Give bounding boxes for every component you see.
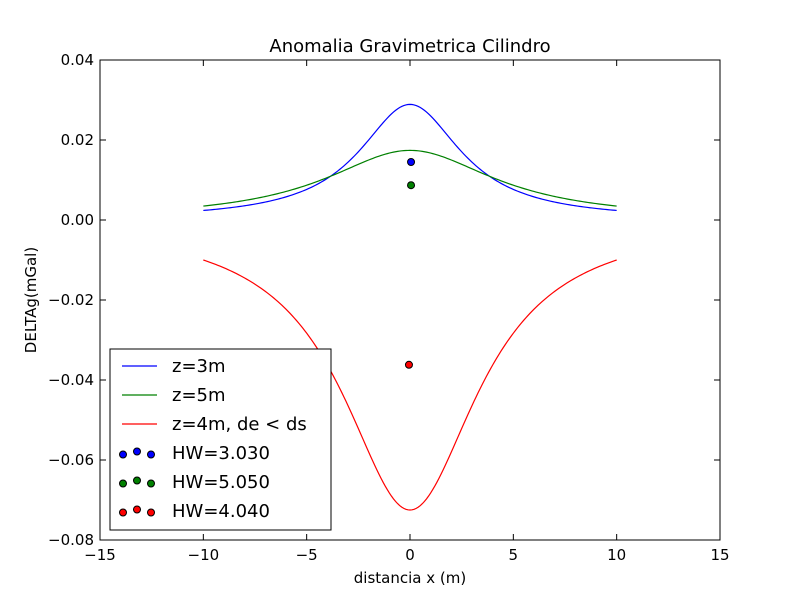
- plot-layer: [203, 103, 617, 511]
- legend-marker-3-3: [147, 508, 155, 517]
- ticks-layer: −15 −10 −5 0 5 10 15 −0.08 −0.06 −0.04 −0.02 0.00 0.…: [48, 51, 730, 564]
- y-tick-label-3: −0.02: [48, 291, 94, 309]
- x-tick-label-5: 10: [607, 546, 626, 564]
- y-tick-label-0: −0.08: [48, 531, 94, 549]
- legend-marker-3-2: [133, 505, 141, 514]
- y-tick-label-1: −0.06: [48, 451, 94, 469]
- legend-marker-2-3: [147, 479, 155, 488]
- x-tick-label-3: 0: [405, 546, 415, 564]
- legend-marker-1-2: [133, 447, 141, 456]
- legend-marker-3-1: [119, 508, 127, 517]
- y-tick-label-4: 0.00: [61, 211, 94, 229]
- scatter-point-1: [407, 158, 416, 166]
- legend-marker-1-3: [147, 450, 155, 459]
- x-tick-label-1: −10: [188, 546, 220, 564]
- legend-marker-1-1: [119, 450, 127, 459]
- scatter-point-3: [404, 360, 413, 369]
- series-line-1: [203, 103, 617, 212]
- legend-label-4: HW=3.030: [172, 443, 270, 464]
- legend-label-6: HW=4.040: [172, 501, 270, 522]
- x-tick-label-6: 15: [710, 546, 729, 564]
- legend-label-3: z=4m, de < ds: [172, 414, 307, 435]
- x-axis-label: distancia x (m): [354, 569, 466, 587]
- y-axis-label: DELTAg(mGal): [22, 247, 40, 353]
- series-line-2: [203, 149, 617, 207]
- legend: z=3m z=5m z=4m, de < ds HW=3.030 HW=5.050 HW=…: [109, 348, 332, 531]
- x-tick-label-0: −15: [84, 546, 116, 564]
- x-tick-label-4: 5: [509, 546, 519, 564]
- y-tick-label-6: 0.04: [61, 51, 94, 69]
- legend-marker-2-2: [133, 476, 141, 485]
- x-tick-label-2: −5: [296, 546, 318, 564]
- chart-title: Anomalia Gravimetrica Cilindro: [269, 36, 550, 57]
- scatter-point-2: [407, 181, 416, 190]
- y-tick-label-5: 0.02: [61, 131, 94, 149]
- y-tick-label-2: −0.04: [48, 371, 94, 389]
- legend-label-1: z=3m: [172, 356, 226, 377]
- series-line-3: [203, 259, 617, 511]
- legend-marker-2-1: [119, 479, 127, 488]
- legend-label-5: HW=5.050: [172, 472, 270, 493]
- legend-box: [109, 348, 332, 531]
- legend-label-2: z=5m: [172, 385, 226, 406]
